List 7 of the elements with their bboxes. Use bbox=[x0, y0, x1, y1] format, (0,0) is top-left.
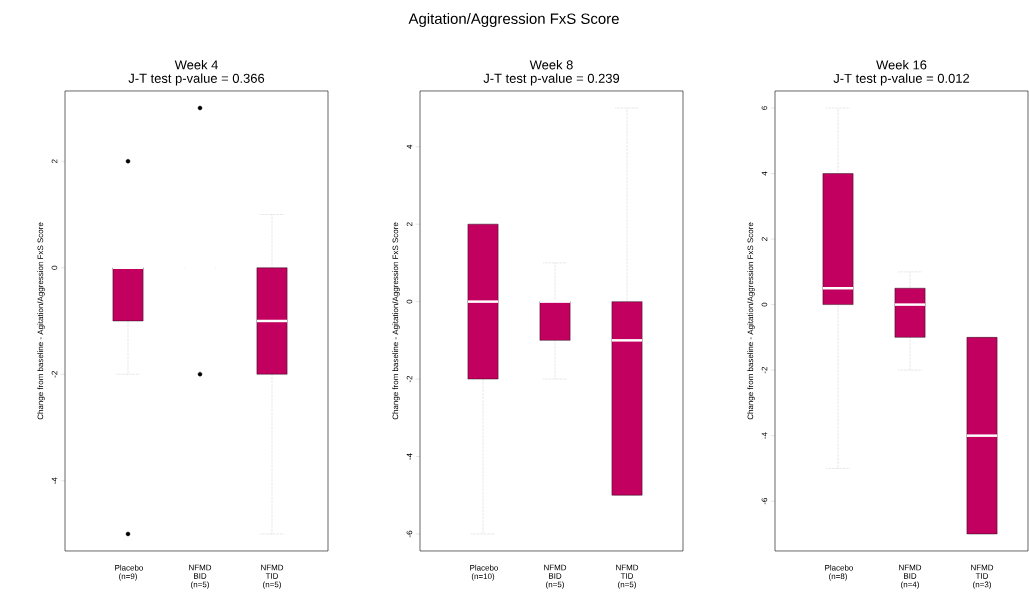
chart-subtitle: J-T test p-value = 0.239 bbox=[483, 73, 620, 86]
text: Agitation/Aggression FxS Score bbox=[408, 13, 619, 27]
chart-subtitle: J-T test p-value = 0.366 bbox=[128, 73, 265, 86]
chart-title: Week 4 bbox=[174, 59, 218, 70]
chart-title: Week 8 bbox=[529, 59, 573, 70]
chart-title: Week 16 bbox=[876, 59, 927, 70]
chart-subtitle: J-T test p-value = 0.012 bbox=[833, 73, 970, 86]
